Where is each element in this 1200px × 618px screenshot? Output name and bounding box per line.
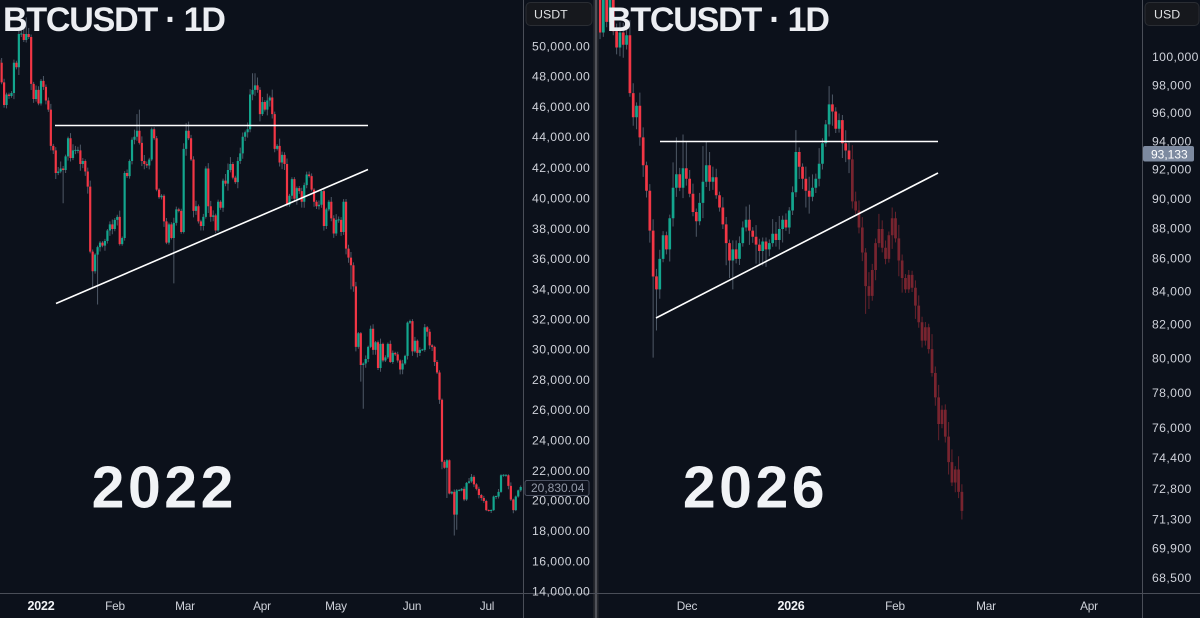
- svg-text:38,000.00: 38,000.00: [532, 222, 590, 236]
- svg-text:84,000: 84,000: [1152, 284, 1192, 298]
- svg-text:BTCUSDT · 1D: BTCUSDT · 1D: [607, 1, 829, 39]
- svg-text:88,000: 88,000: [1152, 222, 1192, 236]
- svg-text:40,000.00: 40,000.00: [532, 191, 590, 205]
- svg-text:Jul: Jul: [480, 599, 494, 613]
- svg-text:USD: USD: [1154, 7, 1180, 21]
- svg-text:16,000.00: 16,000.00: [532, 555, 590, 569]
- svg-text:71,300: 71,300: [1152, 513, 1192, 527]
- svg-text:28,000.00: 28,000.00: [532, 373, 590, 387]
- svg-text:90,000: 90,000: [1152, 192, 1192, 206]
- svg-text:96,000: 96,000: [1152, 106, 1192, 120]
- svg-text:Feb: Feb: [885, 599, 905, 613]
- svg-text:2022: 2022: [92, 455, 237, 521]
- svg-text:Apr: Apr: [1080, 599, 1098, 613]
- svg-text:Apr: Apr: [253, 599, 271, 613]
- svg-text:20,000.00: 20,000.00: [532, 494, 590, 508]
- svg-text:93,133: 93,133: [1151, 147, 1188, 161]
- svg-text:100,000: 100,000: [1152, 50, 1199, 64]
- svg-text:76,000: 76,000: [1152, 421, 1192, 435]
- svg-text:32,000.00: 32,000.00: [532, 312, 590, 326]
- svg-text:14,000.00: 14,000.00: [532, 585, 590, 599]
- svg-text:30,000.00: 30,000.00: [532, 343, 590, 357]
- svg-text:2026: 2026: [777, 599, 804, 613]
- svg-text:69,900: 69,900: [1152, 542, 1192, 556]
- svg-text:94,000: 94,000: [1152, 135, 1192, 149]
- svg-text:74,400: 74,400: [1152, 451, 1192, 465]
- svg-text:98,000: 98,000: [1152, 79, 1192, 93]
- svg-text:May: May: [325, 599, 347, 613]
- svg-text:20,830.04: 20,830.04: [531, 481, 585, 495]
- svg-text:46,000.00: 46,000.00: [532, 100, 590, 114]
- svg-text:68,500: 68,500: [1152, 571, 1192, 585]
- svg-text:48,000.00: 48,000.00: [532, 70, 590, 84]
- svg-text:Jun: Jun: [403, 599, 421, 613]
- svg-text:34,000.00: 34,000.00: [532, 283, 590, 297]
- svg-text:USDT: USDT: [534, 7, 568, 21]
- svg-text:BTCUSDT · 1D: BTCUSDT · 1D: [3, 1, 225, 39]
- svg-text:50,000.00: 50,000.00: [532, 39, 590, 53]
- svg-text:44,000.00: 44,000.00: [532, 130, 590, 144]
- svg-text:22,000.00: 22,000.00: [532, 464, 590, 478]
- svg-text:Dec: Dec: [677, 599, 698, 613]
- svg-text:82,000: 82,000: [1152, 318, 1192, 332]
- svg-text:Feb: Feb: [105, 599, 125, 613]
- svg-text:26,000.00: 26,000.00: [532, 403, 590, 417]
- svg-text:92,000: 92,000: [1152, 162, 1192, 176]
- svg-text:78,000: 78,000: [1152, 386, 1192, 400]
- svg-text:24,000.00: 24,000.00: [532, 433, 590, 447]
- svg-text:42,000.00: 42,000.00: [532, 161, 590, 175]
- svg-text:72,800: 72,800: [1152, 482, 1192, 496]
- svg-text:36,000.00: 36,000.00: [532, 252, 590, 266]
- svg-text:80,000: 80,000: [1152, 352, 1192, 366]
- svg-text:18,000.00: 18,000.00: [532, 524, 590, 538]
- svg-text:Mar: Mar: [976, 599, 996, 613]
- svg-text:86,000: 86,000: [1152, 252, 1192, 266]
- svg-text:2022: 2022: [27, 599, 54, 613]
- svg-text:2026: 2026: [683, 455, 828, 521]
- svg-text:Mar: Mar: [175, 599, 195, 613]
